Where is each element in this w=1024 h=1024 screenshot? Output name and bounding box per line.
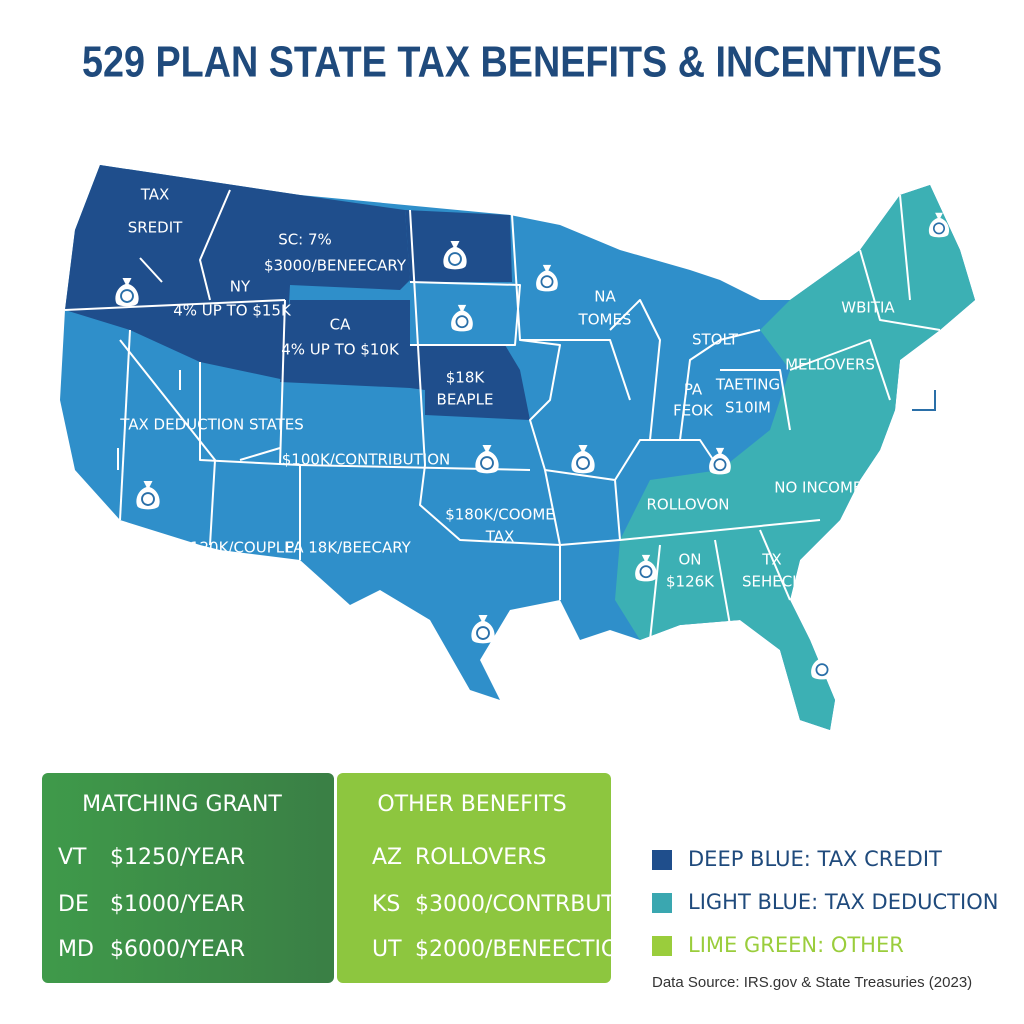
map-label: STOLT — [692, 331, 739, 349]
benefit: $3000/CONTRBUTION — [415, 892, 655, 917]
map-label: TAX — [485, 528, 515, 546]
region-credit-wy — [280, 300, 410, 388]
map-label: $126K — [666, 573, 715, 591]
legend-label: LIGHT BLUE: TAX DEDUCTION — [688, 890, 998, 914]
state-code: DE — [58, 892, 89, 917]
benefit: $1000/YEAR — [110, 892, 245, 917]
benefit: $2000/BENEECTION — [415, 937, 635, 962]
map-label: $100K/CONTRIBUTION — [282, 451, 450, 469]
map-label: TAETING — [715, 376, 780, 394]
map-label: WBITIA — [841, 299, 895, 317]
map-label: TAX DEDUCTION STATES — [119, 416, 304, 434]
arrows — [117, 257, 936, 470]
us-map: TAX SREDIT SC: 7% $3000/BENEECARY NY 4% … — [60, 165, 975, 730]
state-code: UT — [372, 937, 402, 962]
panel-title: MATCHING GRANT — [82, 792, 282, 817]
map-label: S10IM — [725, 399, 771, 417]
panel-bg — [337, 773, 611, 983]
map-label: NO INCOME TAX — [774, 479, 895, 497]
legend-swatch — [652, 893, 672, 913]
benefit: $1250/YEAR — [110, 845, 245, 870]
map-label: NY — [230, 278, 251, 296]
map-label: $180K/COOME — [445, 506, 555, 524]
map-label: BEAPLE — [437, 391, 494, 409]
map-label: SREDIT — [128, 219, 183, 237]
legend-label: DEEP BLUE: TAX CREDIT — [688, 847, 942, 871]
map-label: SEHECK — [742, 573, 803, 591]
state-code: AZ — [372, 845, 402, 870]
map-label: MELLOVERS — [785, 356, 875, 374]
legend-swatch — [652, 850, 672, 870]
state-code: VT — [58, 845, 87, 870]
map-label: ROLLOVON — [647, 496, 730, 514]
region-credit-nw — [65, 165, 410, 380]
map-label: FEOK — [673, 402, 714, 420]
map-label: TX — [761, 551, 781, 569]
state-borders — [64, 189, 941, 641]
source: Data Source: IRS.gov & State Treasuries … — [652, 974, 972, 991]
state-code: MD — [58, 937, 94, 962]
map-label: NA — [594, 288, 616, 306]
map-label: PA — [684, 381, 703, 399]
matching-grant-panel: MATCHING GRANT VT $1250/YEAR DE $1000/YE… — [42, 773, 334, 983]
legend-label: LIME GREEN: OTHER — [688, 933, 904, 957]
state-code: KS — [372, 892, 400, 917]
map-label: TAX — [140, 186, 170, 204]
map-label: $3000/BENEECARY — [264, 257, 407, 275]
title: 529 PLAN STATE TAX BENEFITS & INCENTIVES — [82, 38, 942, 87]
map-labels: TAX SREDIT SC: 7% $3000/BENEECARY NY 4% … — [119, 186, 895, 591]
benefit: $6000/YEAR — [110, 937, 245, 962]
region-credit-nd — [405, 210, 512, 282]
map-label: CA — [330, 316, 351, 334]
map-label: $18K — [446, 369, 486, 387]
other-benefits-panel: OTHER BENEFITS AZ ROLLOVERS KS $3000/CON… — [337, 773, 655, 983]
panel-title: OTHER BENEFITS — [377, 792, 566, 817]
map-label: PA 18K/BEECARY — [285, 539, 412, 557]
map-label: $120K/COUPLE — [180, 539, 293, 557]
region-credit-ne — [410, 345, 530, 420]
map-label: 4% UP TO $10K — [281, 341, 400, 359]
legend-swatch — [652, 936, 672, 956]
map-label: SC: 7% — [278, 231, 332, 249]
panel-bg — [42, 773, 334, 983]
benefit: ROLLOVERS — [415, 845, 546, 870]
map-label: ON — [678, 551, 701, 569]
map-label: TOMES — [578, 311, 632, 329]
legend: DEEP BLUE: TAX CREDIT LIGHT BLUE: TAX DED… — [652, 847, 998, 957]
map-label: 4% UP TO $15K — [173, 302, 292, 320]
